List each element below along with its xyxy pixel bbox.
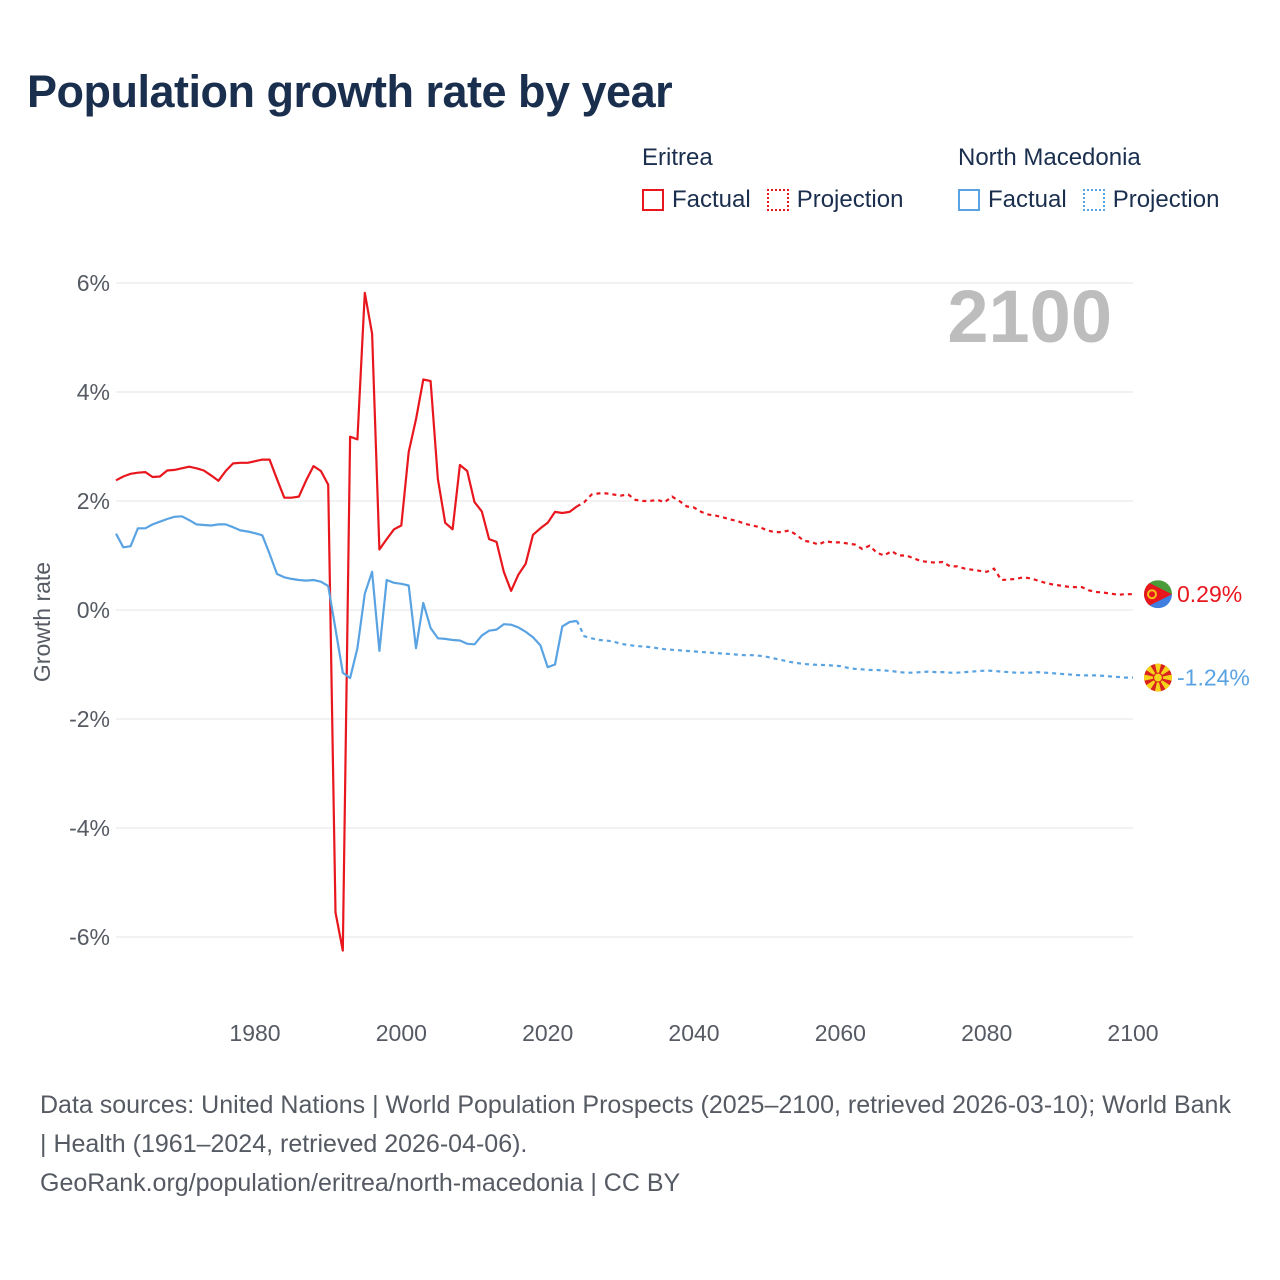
series-line-eritrea-factual [115,291,578,952]
data-sources: Data sources: United Nations | World Pop… [40,1091,1231,1158]
legend-swatch-solid [958,189,980,211]
series-line-eritrea-projection [576,492,1133,596]
legend-eritrea-projection[interactable]: Projection [766,186,904,214]
legend-swatch-solid [642,189,664,211]
y-tick-label: -4% [69,815,110,841]
legend-group-eritrea: Eritrea Factual Projection [642,144,919,214]
chart-plot: 6% 4% 2% 0% -2% -4% -6% 1980 2000 2020 2040 2060 208… [29,270,1250,1046]
year-watermark: 2100 [947,275,1112,358]
y-tick-label: 0% [77,597,110,623]
legend-label: Projection [796,186,904,213]
legend-label: Factual [672,186,751,213]
eritrea-flag-icon [1144,580,1172,609]
chart-title: Population growth rate by year [27,66,673,117]
north-macedonia-flag-icon [1144,663,1172,692]
y-tick-label: 6% [77,270,110,296]
series-end-label-north-macedonia: -1.24% [1177,665,1250,691]
legend-swatch-dotted [1082,189,1105,211]
y-tick-label: 2% [77,488,110,514]
series-end-label-eritrea: 0.29% [1177,581,1242,607]
y-tick-label: -6% [69,924,110,950]
legend-swatch-dotted [766,189,789,211]
series-line-north-macedonia-projection [575,620,1133,679]
legend-label: Factual [988,186,1067,213]
legend-eritrea-factual[interactable]: Factual [642,186,751,214]
legend-group-name: North Macedonia [958,144,1141,171]
y-tick-label: 4% [77,379,110,405]
legend-north-macedonia-projection[interactable]: Projection [1082,186,1220,214]
x-tick-label: 2040 [668,1020,719,1046]
x-tick-label: 2020 [522,1020,573,1046]
footer: Data sources: United Nations | World Pop… [40,1086,1240,1203]
y-tick-label: -2% [69,706,110,732]
x-tick-label: 2000 [376,1020,427,1046]
legend-north-macedonia-factual[interactable]: Factual [958,186,1067,214]
x-tick-label: 2060 [815,1020,866,1046]
legend-group-north-macedonia: North Macedonia Factual Projection [958,144,1235,214]
legend-group-name: Eritrea [642,144,713,171]
x-tick-label: 2080 [961,1020,1012,1046]
source-url[interactable]: GeoRank.org/population/eritrea/north-mac… [40,1169,681,1197]
x-tick-label: 1980 [229,1020,280,1046]
legend-label: Projection [1112,186,1220,213]
x-tick-label: 2100 [1107,1020,1158,1046]
series-line-north-macedonia-factual [115,515,578,680]
y-axis-label: Growth rate [29,562,55,682]
